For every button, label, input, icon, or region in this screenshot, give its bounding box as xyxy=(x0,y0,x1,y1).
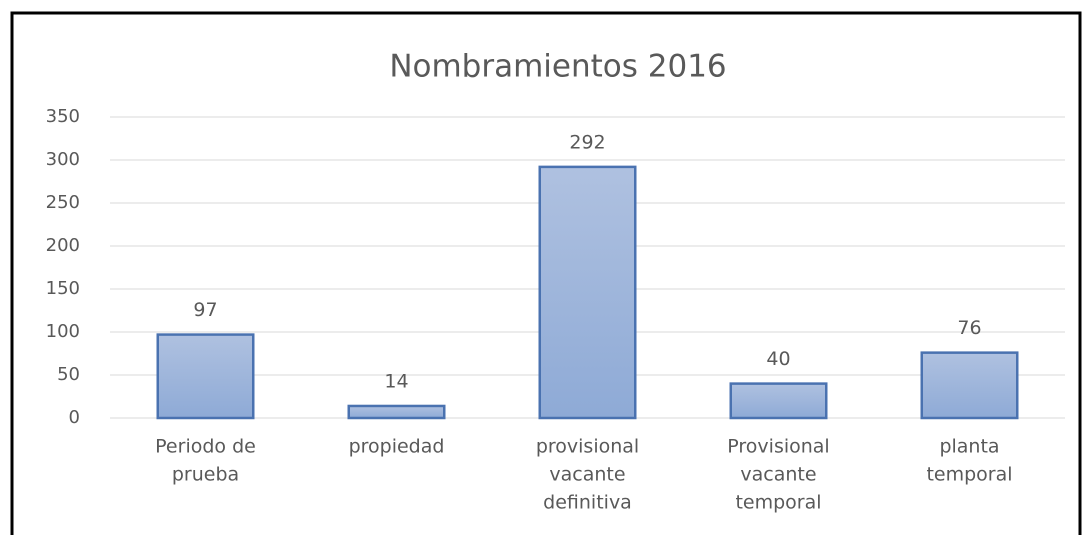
y-tick-label: 100 xyxy=(46,321,80,342)
data-label: 97 xyxy=(193,299,217,321)
data-label: 76 xyxy=(957,317,981,339)
data-label: 292 xyxy=(569,131,605,153)
x-tick-label: planta xyxy=(939,436,999,458)
bar xyxy=(920,351,1019,420)
x-tick-label: vacante xyxy=(549,464,625,486)
y-tick-label: 250 xyxy=(46,192,80,213)
y-tick-label: 150 xyxy=(46,278,80,299)
chart-title: Nombramientos 2016 xyxy=(389,49,726,85)
y-tick-label: 350 xyxy=(46,106,80,127)
data-label: 14 xyxy=(384,370,408,392)
data-label: 40 xyxy=(766,348,790,370)
x-tick-label: temporal xyxy=(926,464,1012,486)
x-tick-label: provisional xyxy=(536,436,639,458)
x-tick-label: prueba xyxy=(172,464,239,486)
y-tick-label: 50 xyxy=(57,364,80,385)
x-tick-label: Periodo de xyxy=(155,436,256,458)
y-tick-label: 200 xyxy=(46,235,80,256)
y-tick-label: 0 xyxy=(69,407,80,428)
x-tick-label: Provisional xyxy=(727,436,829,458)
bar xyxy=(538,165,637,420)
bar xyxy=(156,333,255,420)
bar xyxy=(729,382,828,420)
x-tick-label: vacante xyxy=(740,464,816,486)
x-tick-label: temporal xyxy=(735,492,821,514)
x-tick-label: definitiva xyxy=(543,492,632,514)
y-tick-label: 300 xyxy=(46,149,80,170)
bar xyxy=(347,404,446,420)
x-tick-label: propiedad xyxy=(349,436,445,458)
